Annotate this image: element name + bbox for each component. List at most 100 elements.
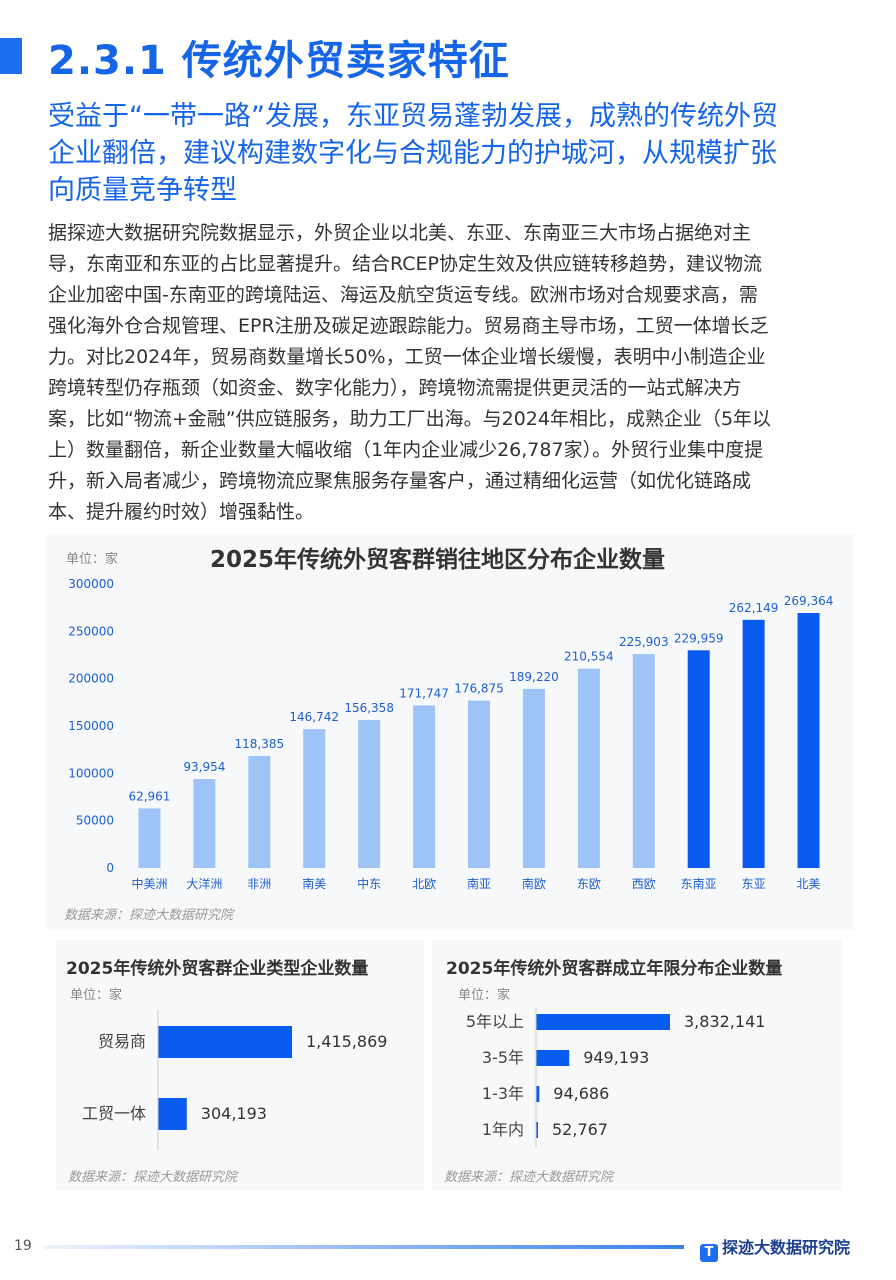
bar	[536, 1050, 570, 1066]
bar-value-label: 210,554	[564, 650, 614, 664]
x-tick-label: 北美	[797, 877, 821, 891]
bar	[536, 1014, 670, 1030]
bar-value-label: 229,959	[674, 631, 724, 645]
subtitle-line: 向质量竞争转型	[48, 175, 237, 206]
type-chart-title: 2025年传统外贸客群企业类型企业数量	[66, 959, 369, 979]
bar-value-label: 146,742	[289, 710, 339, 724]
x-tick-label: 南亚	[467, 876, 491, 891]
bar	[193, 779, 216, 868]
subtitle-line: 受益于“一带一路”发展，东亚贸易蓬勃发展，成熟的传统外贸	[48, 101, 778, 132]
bar-value-label: 171,747	[399, 686, 449, 700]
bar	[248, 755, 271, 868]
bar	[577, 668, 600, 868]
bar-value-label: 118,385	[234, 737, 284, 751]
bar-value-label: 3,832,141	[684, 1012, 765, 1031]
footer-divider	[44, 1245, 684, 1249]
x-tick-label: 大洋洲	[186, 876, 222, 891]
y-tick-label: 100000	[68, 766, 114, 780]
body-line: 本、提升履约时效）增强黏性。	[48, 501, 315, 523]
bar	[138, 808, 161, 868]
age-chart-svg: 5年以上 3,832,141 3-5年 949,193 1-3年 94,686 1年内 52,…	[466, 1008, 765, 1148]
y-tick-label: 50000	[76, 814, 114, 828]
body-paragraph: 据探迹大数据研究院数据显示，外贸企业以北美、东亚、东南亚三大市场占据绝对主 导，…	[48, 218, 868, 528]
bar	[797, 613, 820, 868]
bar	[413, 705, 436, 868]
bar-value-label: 156,358	[344, 701, 394, 715]
category-label: 5年以上	[466, 1012, 524, 1031]
bar	[687, 650, 710, 868]
x-tick-label: 中东	[357, 876, 381, 891]
bar	[158, 1098, 187, 1130]
bar	[358, 719, 381, 868]
body-line: 企业加密中国-东南亚的跨境陆运、海运及航空货运专线。欧洲市场对合规要求高，需	[48, 284, 758, 306]
type-chart-svg: 贸易商 1,415,869 工贸一体 304,193	[82, 1010, 387, 1150]
age-chart-unit: 单位：家	[458, 988, 511, 1003]
bar	[468, 700, 490, 868]
x-tick-label: 南欧	[522, 876, 546, 891]
region-chart-panel: 单位：家 2025年传统外贸客群销往地区分布企业数量 0 50000 100000 1…	[46, 534, 854, 930]
bar-value-label: 93,954	[183, 760, 225, 774]
category-label: 3-5年	[482, 1048, 524, 1067]
brand-logo-icon: T	[700, 1244, 718, 1262]
subtitle: 受益于“一带一路”发展，东亚贸易蓬勃发展，成熟的传统外贸 企业翻倍，建议构建数字…	[48, 98, 868, 209]
bar-value-label: 262,149	[729, 601, 779, 615]
x-tick-label: 南美	[302, 876, 326, 891]
category-label: 1年内	[482, 1120, 524, 1139]
x-tick-label: 中美洲	[131, 876, 167, 891]
bar-value-label: 94,686	[553, 1084, 609, 1103]
page-number: 19	[14, 1238, 32, 1254]
bar-value-label: 949,193	[583, 1048, 649, 1067]
age-chart-title: 2025年传统外贸客群成立年限分布企业数量	[446, 959, 783, 979]
body-line: 上）数量翻倍，新企业数量大幅收缩（1年内企业减少26,787家）。外贸行业集中度…	[48, 439, 764, 461]
bar	[303, 729, 326, 868]
bar-value-label: 189,220	[509, 670, 559, 684]
body-line: 力。对比2024年，贸易商数量增长50%，工贸一体企业增长缓慢，表明中小制造企业	[48, 346, 766, 368]
category-label: 1-3年	[482, 1084, 524, 1103]
region-chart-source: 数据来源：探迹大数据研究院	[64, 908, 234, 923]
y-tick-label: 200000	[68, 672, 114, 686]
body-line: 导，东南亚和东亚的占比显著提升。结合RCEP协定生效及供应链转移趋势，建议物流	[48, 253, 762, 275]
region-chart-svg: 0 50000 100000 150000 200000 250000 300000 62,9…	[68, 577, 834, 891]
body-line: 强化海外仓合规管理、EPR注册及碳足迹跟踪能力。贸易商主导市场，工贸一体增长乏	[48, 315, 769, 337]
bar-value-label: 62,961	[128, 789, 170, 803]
x-tick-label: 东南亚	[681, 876, 717, 891]
x-tick-label: 北欧	[412, 877, 436, 891]
page-title: 2.3.1 传统外贸卖家特征	[48, 38, 510, 84]
y-tick-label: 300000	[68, 577, 114, 591]
type-chart-panel: 2025年传统外贸客群企业类型企业数量 单位：家 贸易商 1,415,869 工贸一…	[56, 940, 424, 1190]
bar	[632, 654, 655, 868]
body-line: 跨境转型仍存瓶颈（如资金、数字化能力），跨境物流需提供更灵活的一站式解决方	[48, 377, 742, 399]
age-chart-source: 数据来源：探迹大数据研究院	[444, 1170, 614, 1185]
bar-value-label: 176,875	[454, 682, 504, 696]
y-tick-label: 0	[106, 861, 114, 875]
bar-value-label: 304,193	[201, 1104, 267, 1123]
y-tick-label: 150000	[68, 719, 114, 733]
region-chart-title: 2025年传统外贸客群销往地区分布企业数量	[210, 547, 666, 573]
body-line: 升，新入局者减少，跨境物流应聚焦服务存量客户，通过精细化运营（如优化链路成	[48, 470, 752, 492]
bar	[742, 619, 765, 868]
category-label: 贸易商	[98, 1032, 146, 1051]
brand: T 探迹大数据研究院	[700, 1234, 850, 1262]
bar-value-label: 225,903	[619, 635, 669, 649]
bar-value-label: 269,364	[784, 594, 834, 608]
bar-value-label: 52,767	[552, 1120, 608, 1139]
body-line: 案，比如“物流+金融”供应链服务，助力工厂出海。与2024年相比，成熟企业（5年…	[48, 408, 772, 430]
bar	[522, 688, 545, 868]
x-tick-label: 非洲	[247, 877, 271, 891]
x-tick-label: 东亚	[742, 877, 766, 891]
body-line: 据探迹大数据研究院数据显示，外贸企业以北美、东亚、东南亚三大市场占据绝对主	[48, 222, 752, 244]
type-chart-source: 数据来源：探迹大数据研究院	[68, 1170, 238, 1185]
x-tick-label: 东欧	[577, 877, 601, 891]
bar-value-label: 1,415,869	[306, 1032, 387, 1051]
bar	[536, 1122, 538, 1138]
brand-name: 探迹大数据研究院	[722, 1238, 851, 1257]
bar	[158, 1026, 292, 1058]
age-chart-panel: 2025年传统外贸客群成立年限分布企业数量 单位：家 5年以上 3,832,141…	[432, 940, 842, 1190]
category-label: 工贸一体	[82, 1104, 146, 1123]
subtitle-line: 企业翻倍，建议构建数字化与合规能力的护城河，从规模扩张	[48, 138, 777, 169]
type-chart-unit: 单位：家	[70, 988, 123, 1003]
bar	[536, 1086, 540, 1102]
title-accent-bar	[0, 38, 22, 74]
y-tick-label: 250000	[68, 624, 114, 638]
region-chart-unit: 单位：家	[66, 552, 119, 567]
